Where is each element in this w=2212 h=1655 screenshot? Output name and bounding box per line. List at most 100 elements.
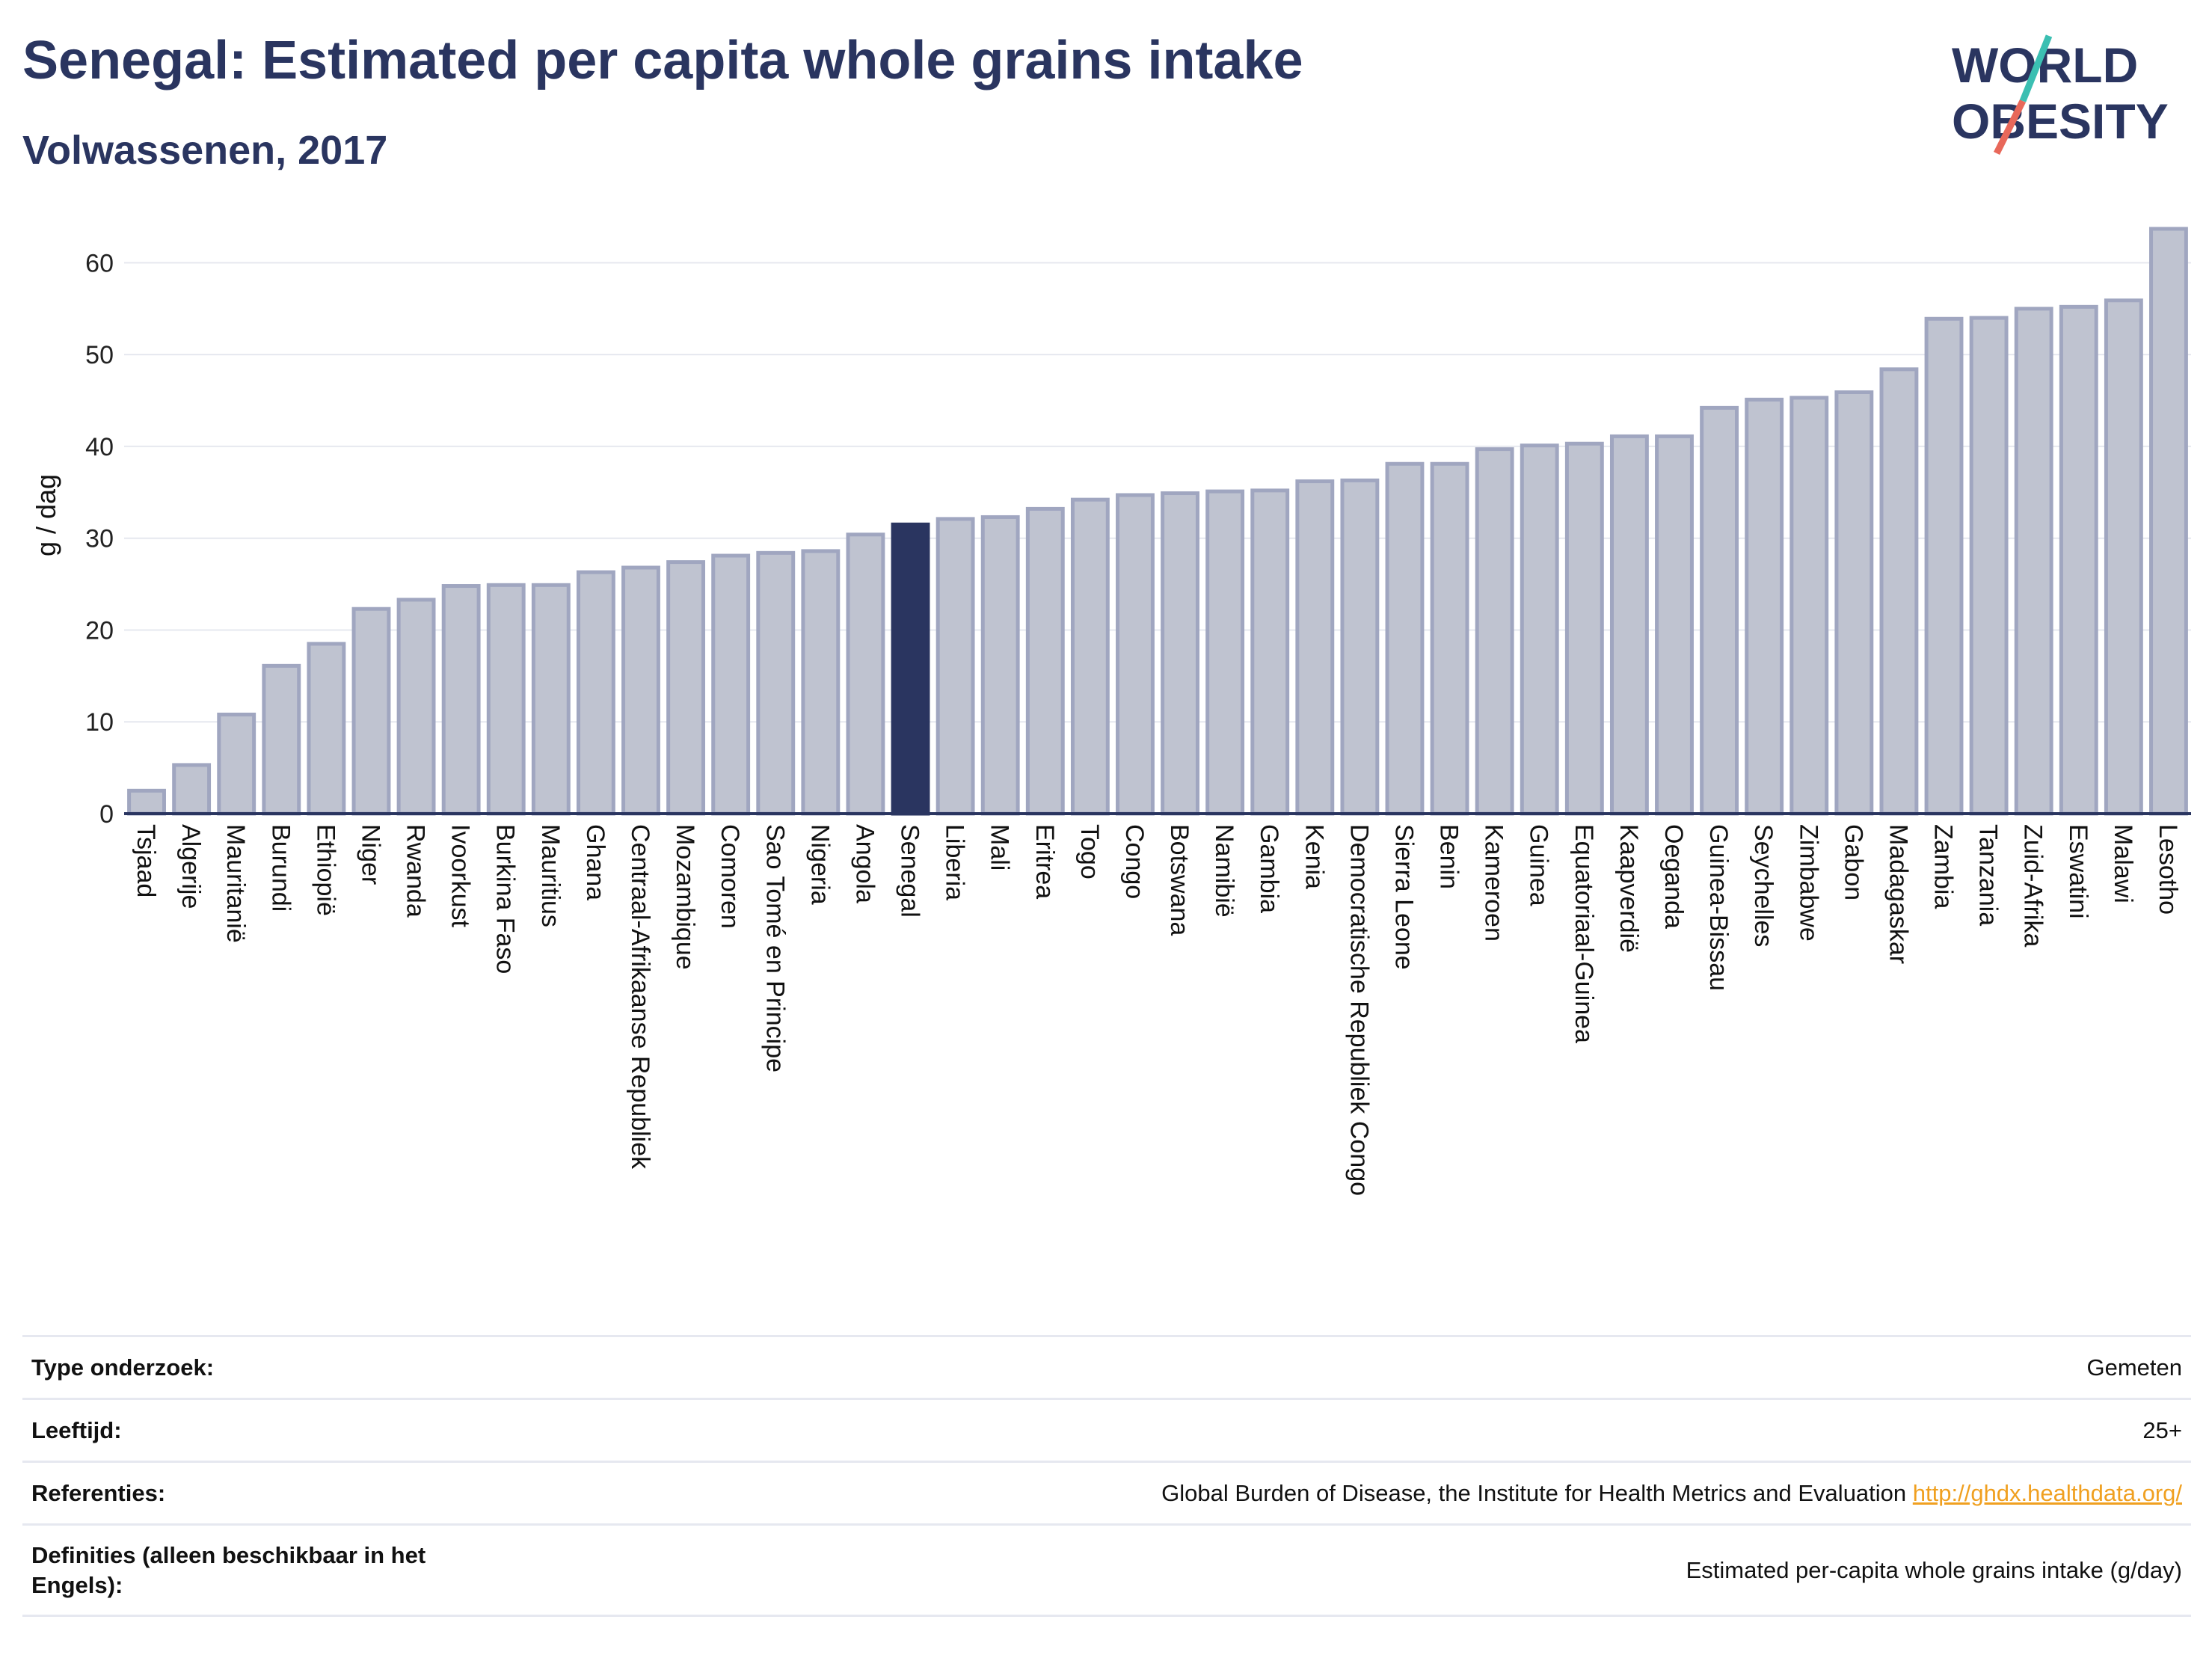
- x-tick-label: Gabon: [1839, 824, 1867, 900]
- bar-namibi-: [1205, 489, 1245, 816]
- info-label: Referenties:: [22, 1461, 519, 1525]
- logo-slash-teal: [2019, 34, 2053, 102]
- x-tick-label: Guinea: [1525, 824, 1553, 906]
- bar-lesotho: [2149, 227, 2188, 816]
- info-label: Definities (alleen beschikbaar in het En…: [22, 1523, 519, 1617]
- bar-angola: [846, 532, 885, 816]
- x-tick-label: Senegal: [896, 824, 924, 918]
- bar-kameroen: [1475, 447, 1514, 816]
- bar-seychelles: [1745, 397, 1784, 816]
- reference-text: Global Burden of Disease, the Institute …: [1161, 1479, 1907, 1506]
- bar-burkina-faso: [486, 583, 526, 816]
- bar-guinea-bissau: [1700, 405, 1739, 816]
- bar-chart: 0 10 20 30 40 50 60 g / dag Tsjaad Algerije Maurit…: [31, 227, 2191, 1196]
- x-tick-label: Ethiopië: [311, 824, 340, 916]
- x-tick-label: Equatoriaal-Guinea: [1570, 824, 1598, 1043]
- bar-gabon: [1834, 390, 1874, 816]
- bar-malawi: [2104, 298, 2143, 816]
- y-tick-label: 50: [85, 341, 114, 369]
- logo-slash-red: [1993, 99, 2027, 156]
- x-tick-label: Ivoorkust: [446, 824, 475, 927]
- x-tick-label: Lesotho: [2154, 824, 2182, 915]
- bar-sao-tom-en-principe: [756, 550, 796, 816]
- bar-ethiopi-: [307, 642, 346, 816]
- x-tick-label: Nigeria: [805, 824, 834, 905]
- x-tick-label: Kameroen: [1480, 824, 1508, 942]
- bar-gambia: [1250, 488, 1290, 816]
- y-tick-label: 40: [85, 433, 114, 461]
- x-tick-label: Oeganda: [1659, 824, 1688, 929]
- bar-burundi: [262, 663, 301, 816]
- bar-senegal: [891, 522, 930, 816]
- bar-mozambique: [666, 560, 706, 816]
- x-tick-label: Niger: [356, 824, 384, 885]
- x-tick-label: Congo: [1120, 824, 1149, 899]
- x-tick-label: Ghana: [581, 824, 609, 900]
- chart-title: Senegal: Estimated per capita whole grai…: [22, 31, 1303, 90]
- bar-centraal-afrikaanse-republiek: [621, 565, 660, 816]
- info-value-wrap: Global Burden of Disease, the Institute …: [519, 1461, 2191, 1525]
- info-label: Leeftijd:: [22, 1398, 519, 1462]
- x-tick-label: Algerije: [176, 824, 205, 909]
- x-tick-label: Burkina Faso: [491, 824, 520, 974]
- bar-mauritani-: [217, 712, 256, 816]
- info-label: Type onderzoek:: [22, 1335, 519, 1399]
- x-tick-label: Benin: [1435, 824, 1463, 889]
- y-tick-label: 20: [85, 616, 114, 645]
- info-row-references: Referenties: Global Burden of Disease, t…: [22, 1461, 2191, 1525]
- info-value: Gemeten: [519, 1335, 2191, 1399]
- bar-eritrea: [1025, 506, 1065, 816]
- x-tick-label: Liberia: [941, 824, 969, 900]
- x-tick-label: Rwanda: [402, 824, 430, 918]
- bar-kaapverdi-: [1609, 434, 1649, 816]
- x-tick-label: Tsjaad: [132, 824, 160, 897]
- x-tick-label: Angola: [850, 824, 879, 903]
- bar-ghana: [576, 570, 615, 816]
- bar-togo: [1070, 497, 1110, 816]
- x-tick-label: Mozambique: [671, 824, 699, 970]
- bar-congo: [1116, 493, 1155, 816]
- y-tick-label: 10: [85, 708, 114, 737]
- bar-comoren: [711, 553, 751, 816]
- x-tick-label: Sao Tomé en Principe: [761, 824, 789, 1072]
- bar-tsjaad: [127, 788, 166, 816]
- world-obesity-logo: WORLD OBESITY: [1952, 34, 2169, 156]
- x-tick-label: Gambia: [1255, 824, 1283, 913]
- y-tick-label: 0: [99, 800, 114, 829]
- x-tick-label: Botswana: [1165, 824, 1193, 936]
- bar-eswatini: [2059, 304, 2098, 816]
- x-tick-label: Seychelles: [1749, 824, 1778, 947]
- info-row-definitions: Definities (alleen beschikbaar in het En…: [22, 1523, 2191, 1617]
- x-tick-label: Sierra Leone: [1389, 824, 1418, 970]
- bar-benin: [1430, 461, 1469, 816]
- y-tick-label: 60: [85, 249, 114, 277]
- reference-link[interactable]: http://ghdx.healthdata.org/: [1912, 1479, 2182, 1506]
- x-tick-label: Centraal-Afrikaanse Republiek: [626, 824, 654, 1170]
- x-tick-label: Zimbabwe: [1794, 824, 1822, 942]
- x-tick-label: Mali: [986, 824, 1014, 871]
- info-value: 25+: [519, 1398, 2191, 1462]
- info-row-age: Leeftijd: 25+: [22, 1398, 2191, 1462]
- bar-guinea: [1520, 443, 1559, 816]
- bar-nigeria: [801, 549, 841, 816]
- info-table: Type onderzoek: Gemeten Leeftijd: 25+ Re…: [22, 1335, 2191, 1617]
- x-tick-label: Guinea-Bissau: [1704, 824, 1733, 991]
- x-tick-label: Mauritius: [536, 824, 565, 927]
- bar-rwanda: [396, 598, 436, 816]
- x-tick-label: Democratische Republiek Congo: [1345, 824, 1373, 1196]
- x-tick-label: Malawi: [2109, 824, 2137, 903]
- bar-liberia: [936, 517, 975, 816]
- bar-ivoorkust: [441, 584, 481, 816]
- x-tick-label: Kaapverdië: [1615, 824, 1643, 953]
- bar-equatoriaal-guinea: [1564, 441, 1604, 816]
- bar-niger: [351, 607, 391, 816]
- chart-subtitle: Volwassenen, 2017: [22, 128, 388, 173]
- bar-algerije: [172, 763, 212, 816]
- x-tick-label: Eswatini: [2064, 824, 2092, 919]
- bar-mauritius: [531, 583, 571, 816]
- x-tick-label: Eritrea: [1030, 824, 1059, 899]
- bar-sierra-leone: [1385, 461, 1425, 816]
- bar-zambia: [1924, 316, 1964, 816]
- x-tick-label: Togo: [1075, 824, 1104, 879]
- y-tick-label: 30: [85, 525, 114, 553]
